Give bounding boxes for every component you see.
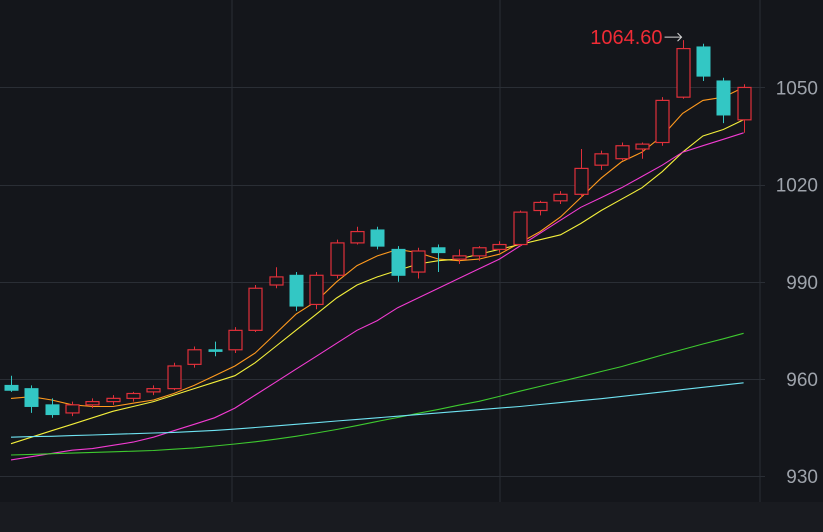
- candle-body: [492, 243, 507, 250]
- moving-average-line: [10, 119, 744, 445]
- candle-body: [716, 80, 731, 116]
- candle-body: [126, 392, 141, 399]
- candle: [45, 398, 60, 418]
- candle: [655, 97, 670, 146]
- candle-body: [553, 193, 568, 202]
- candle: [269, 267, 284, 289]
- candle-body: [676, 47, 691, 98]
- candle: [594, 150, 609, 171]
- candle: [696, 43, 711, 81]
- candle-body: [106, 397, 121, 403]
- candle: [574, 148, 589, 198]
- candle-body: [330, 242, 345, 276]
- candle-body: [187, 349, 202, 365]
- candle-body: [635, 143, 650, 150]
- candle-body: [85, 401, 100, 406]
- candle-body: [431, 247, 446, 254]
- candle-body: [696, 46, 711, 77]
- candle: [85, 398, 100, 409]
- candle-body: [737, 86, 752, 121]
- candle-body: [513, 211, 528, 246]
- candle: [737, 84, 752, 133]
- candle-body: [146, 388, 161, 393]
- candle: [248, 285, 263, 332]
- candle-body: [4, 384, 19, 391]
- candle-body: [350, 230, 365, 244]
- moving-average-lines: [10, 86, 744, 461]
- candle: [615, 142, 630, 161]
- y-tick-label: 1050: [776, 78, 818, 99]
- candle: [452, 249, 467, 264]
- candle-body: [269, 276, 284, 286]
- candle-body: [167, 365, 182, 390]
- y-tick-label: 1020: [776, 176, 818, 197]
- candle-body: [248, 287, 263, 331]
- candle: [289, 272, 304, 311]
- candle: [24, 385, 39, 413]
- moving-average-line: [10, 382, 744, 438]
- peak-price-label: 1064.60: [590, 27, 662, 49]
- candle-body: [289, 274, 304, 307]
- candles: [4, 40, 752, 418]
- candle: [472, 246, 487, 261]
- candle-body: [370, 229, 385, 247]
- bottom-strip: [0, 502, 823, 532]
- candle: [533, 200, 548, 216]
- candle-body: [472, 247, 487, 257]
- y-axis: 930 960 990 1020 1050: [776, 78, 818, 488]
- candle: [716, 77, 731, 124]
- candle: [106, 395, 121, 405]
- candle: [330, 239, 345, 279]
- candle: [350, 226, 365, 245]
- candle: [228, 327, 243, 354]
- moving-average-line: [10, 86, 744, 408]
- y-tick-label: 960: [786, 370, 818, 391]
- candle: [187, 346, 202, 368]
- candle: [370, 226, 385, 250]
- candle: [635, 142, 650, 159]
- candle: [65, 401, 80, 417]
- candle-body: [574, 167, 589, 195]
- y-tick-label: 990: [786, 273, 818, 294]
- candle: [676, 40, 691, 99]
- moving-average-line: [10, 332, 744, 456]
- candle: [513, 210, 528, 247]
- candle: [553, 191, 568, 205]
- candle-body: [452, 255, 467, 260]
- candle: [391, 246, 406, 282]
- candle-body: [411, 250, 426, 273]
- candle-body: [208, 349, 223, 352]
- candle-body: [533, 201, 548, 212]
- annotations: 1064.60: [590, 27, 683, 49]
- candle: [309, 272, 324, 310]
- candle: [431, 244, 446, 273]
- candle: [146, 385, 161, 396]
- candle-body: [655, 99, 670, 144]
- candle: [411, 247, 426, 279]
- candle-body: [24, 388, 39, 407]
- candle: [492, 241, 507, 253]
- candle-body: [228, 329, 243, 351]
- candle: [167, 362, 182, 391]
- y-tick-label: 930: [786, 467, 818, 488]
- candle-body: [615, 145, 630, 160]
- candle-body: [45, 404, 60, 416]
- moving-average-line: [10, 132, 744, 461]
- candle-body: [391, 248, 406, 276]
- candle: [4, 375, 19, 392]
- candle-body: [309, 274, 324, 306]
- peak-arrow-head: [677, 32, 683, 42]
- candle-body: [594, 153, 609, 166]
- candle: [126, 391, 141, 402]
- candle: [208, 341, 223, 357]
- candle-body: [65, 404, 80, 414]
